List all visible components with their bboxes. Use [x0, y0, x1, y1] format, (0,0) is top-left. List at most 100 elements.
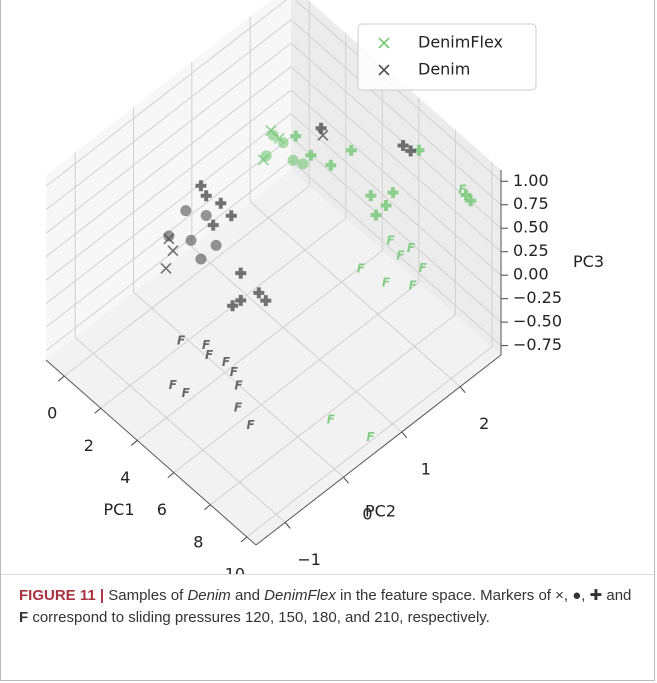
z-tick-label: 0.50 [513, 218, 549, 237]
point [160, 262, 172, 274]
point [210, 239, 222, 251]
tick-mark [401, 431, 408, 439]
point: F [182, 386, 191, 400]
caption-label: FIGURE 11 | [19, 587, 105, 604]
grid-line [290, 113, 502, 300]
point [405, 145, 417, 157]
caption-text: DenimFlex [264, 587, 336, 604]
point [380, 200, 392, 212]
point [260, 150, 272, 162]
point: F [396, 248, 405, 262]
grid-line [290, 160, 502, 346]
point [305, 149, 317, 161]
point [180, 205, 192, 217]
legend-box [357, 23, 537, 91]
point [397, 140, 409, 152]
legend-marker [378, 37, 390, 49]
y-axis-label: PC2 [365, 502, 396, 521]
point: F [246, 418, 255, 432]
tick-mark [57, 375, 65, 382]
separator [1, 574, 654, 575]
z-tick-label: −0.75 [513, 335, 562, 354]
x-tick-label: 2 [84, 436, 94, 455]
point: F [386, 234, 395, 248]
axis-line [255, 354, 502, 546]
x-tick-label: 10 [225, 564, 245, 574]
point: F [382, 276, 391, 290]
grid-line [290, 19, 502, 206]
point: F [407, 241, 416, 255]
point [227, 300, 239, 312]
caption: FIGURE 11 | Samples of Denim and DenimFl… [19, 585, 639, 629]
y-tick-label: 2 [479, 414, 489, 433]
caption-text: Samples of [104, 587, 188, 604]
point [315, 122, 327, 134]
caption-text: F [19, 609, 29, 626]
tick-mark [94, 407, 102, 414]
caption-text: in the feature space. Markers of ×, ●, ✚… [335, 587, 632, 604]
axis-line [45, 359, 257, 546]
point [460, 189, 472, 201]
point [163, 230, 175, 242]
point: F [366, 430, 375, 444]
point [345, 144, 357, 156]
point [365, 190, 377, 202]
tick-mark [459, 386, 466, 393]
point [195, 253, 207, 265]
point [200, 210, 212, 222]
point [235, 267, 247, 279]
pane [46, 170, 501, 545]
point: F [205, 348, 214, 362]
grid-line [45, 0, 288, 187]
point [207, 219, 219, 231]
chart: 0 2 4 6 8 10 −1 0 1 2 −0.75 −0.50 −0.25 0.00 0.25 0.50 0… [45, 0, 604, 574]
grid-line [45, 19, 292, 211]
point [185, 234, 197, 246]
caption-text: and [230, 587, 265, 604]
point [200, 190, 212, 202]
grid-line [290, 136, 502, 323]
point: F [327, 413, 336, 427]
grid-line [133, 291, 344, 478]
point [260, 295, 272, 307]
point [387, 187, 399, 199]
point [465, 195, 477, 207]
point [225, 210, 237, 222]
z-tick-label: 0.25 [513, 241, 549, 260]
grid-line [45, 42, 292, 234]
point: F [177, 333, 186, 347]
x-tick-label: 0 [47, 404, 57, 423]
pane [46, 0, 291, 360]
z-tick-label: 0.00 [513, 265, 549, 284]
caption-text: correspond to sliding pressures 120, 150… [28, 609, 490, 626]
pane [291, 0, 501, 355]
point: F [234, 378, 243, 392]
point [277, 137, 289, 149]
tick-mark [204, 504, 211, 511]
point [167, 245, 179, 257]
tick-mark [130, 440, 138, 446]
z-tick-label: 1.00 [513, 171, 549, 190]
x-tick-label: 4 [120, 468, 130, 487]
tick-mark [167, 472, 175, 478]
tick-mark [343, 476, 349, 484]
grid-line [249, 201, 461, 388]
y-tick-label: 1 [421, 459, 431, 478]
grid-line [290, 89, 502, 276]
y-tick-label: −1 [297, 550, 321, 569]
point: F [409, 278, 418, 292]
point: F [222, 355, 231, 369]
y-tick-label: 0 [362, 505, 372, 524]
point [325, 159, 337, 171]
z-tick-label: 0.75 [513, 194, 549, 213]
point: F [230, 365, 239, 379]
legend-label: DenimFlex [418, 33, 503, 52]
z-tick-label: −0.50 [513, 312, 562, 331]
point: F [169, 378, 178, 392]
point [267, 129, 279, 141]
point [287, 154, 299, 166]
point [195, 180, 207, 192]
caption-text: Denim [187, 587, 231, 604]
point [253, 287, 265, 299]
x-tick-label: 8 [193, 532, 203, 551]
